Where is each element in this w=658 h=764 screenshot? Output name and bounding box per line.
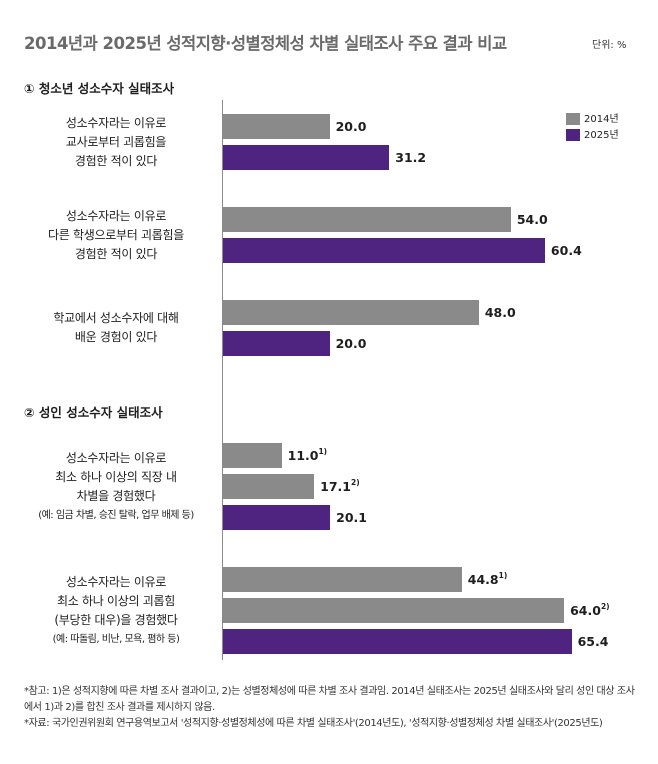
category-label-line: 다른 학생으로부터 괴롭힘을 bbox=[48, 227, 184, 242]
bar-value-text: 20.0 bbox=[335, 119, 367, 134]
chart-axis-line bbox=[222, 100, 223, 660]
legend-swatch-2014 bbox=[566, 113, 580, 125]
category-label-line: 성소수자라는 이유로 bbox=[65, 574, 167, 589]
bar-value-text: 48.0 bbox=[484, 305, 516, 320]
bar-value-text: 65.4 bbox=[577, 634, 609, 649]
bar-2025 bbox=[223, 145, 390, 170]
bar-2025 bbox=[223, 238, 545, 263]
bar-value-label: 11.01) bbox=[288, 443, 328, 468]
bar-2014 bbox=[223, 474, 315, 499]
section-title-adult: ② 성인 성소수자 실태조사 bbox=[24, 405, 163, 420]
footnote-reference: *참고: 1)은 성적지향에 따른 차별 조사 결과이고, 2)는 성별정체성에… bbox=[24, 686, 635, 713]
bar-2014 bbox=[223, 207, 511, 232]
bar-value-label: 20.1 bbox=[336, 505, 367, 530]
bar-2014 bbox=[223, 300, 479, 325]
legend-item-2025: 2025년 bbox=[566, 126, 619, 141]
bar-value-label: 20.0 bbox=[336, 114, 367, 139]
category-label-line: 교사로부터 괴롭힘을 bbox=[65, 134, 167, 149]
footnotes: *참고: 1)은 성적지향에 따른 차별 조사 결과이고, 2)는 성별정체성에… bbox=[24, 684, 639, 732]
category-label-line: 성소수자라는 이유로 bbox=[65, 208, 167, 223]
bar-value-text: 44.8 bbox=[467, 572, 499, 587]
category-example-note: (예: 임금 차별, 승진 탈락, 업무 배제 등) bbox=[38, 509, 194, 521]
category-label-line: 성소수자라는 이유로 bbox=[65, 115, 167, 130]
bar-value-label: 48.0 bbox=[485, 300, 516, 325]
legend-label-2025: 2025년 bbox=[584, 130, 619, 141]
bar-value-footnote-mark: 2) bbox=[350, 478, 360, 487]
bar-2025 bbox=[223, 629, 572, 654]
section-title-youth: ① 청소년 성소수자 실태조사 bbox=[24, 81, 175, 96]
bar-value-text: 31.2 bbox=[395, 150, 427, 165]
bar-value-footnote-mark: 2) bbox=[600, 602, 610, 611]
category-label-line: 차별을 경험했다 bbox=[76, 488, 156, 503]
bar-2025 bbox=[223, 505, 331, 530]
category-label-line: 학교에서 성소수자에 대해 bbox=[53, 311, 179, 325]
bar-value-label: 64.02) bbox=[570, 598, 610, 623]
bar-value-text: 17.1 bbox=[320, 479, 351, 494]
bar-value-text: 60.4 bbox=[550, 243, 582, 258]
category-label-line: 최소 하나 이상의 직장 내 bbox=[55, 469, 177, 484]
category-label-line: 성소수자라는 이유로 bbox=[65, 450, 167, 465]
bar-value-text: 20.0 bbox=[335, 336, 367, 351]
bar-value-text: 54.0 bbox=[516, 212, 548, 227]
legend-swatch-2025 bbox=[566, 129, 580, 141]
bar-value-label: 65.4 bbox=[578, 629, 609, 654]
bar-2014 bbox=[223, 598, 565, 623]
legend-item-2014: 2014년 bbox=[566, 110, 619, 125]
bar-2014 bbox=[223, 443, 282, 468]
chart-title: 2014년과 2025년 성적지향·성별정체성 차별 실태조사 주요 결과 비교 bbox=[24, 34, 507, 53]
bar-value-footnote-mark: 1) bbox=[318, 447, 328, 456]
bar-value-label: 31.2 bbox=[395, 145, 426, 170]
bar-value-label: 60.4 bbox=[551, 238, 582, 263]
bar-value-label: 54.0 bbox=[517, 207, 548, 232]
unit-label: 단위: % bbox=[592, 40, 627, 51]
bar-value-text: 20.1 bbox=[336, 510, 367, 525]
bar-value-text: 11.0 bbox=[287, 448, 319, 463]
category-label-line: 경험한 적이 있다 bbox=[74, 153, 158, 168]
footnote-source: *자료: 국가인권위원회 연구용역보고서 '성적지향·성별정체성에 따른 차별 … bbox=[24, 718, 603, 729]
bar-2025 bbox=[223, 331, 330, 356]
category-example-note: (예: 따돌림, 비난, 모욕, 폄하 등) bbox=[52, 633, 180, 645]
bar-value-footnote-mark: 1) bbox=[498, 571, 508, 580]
category-label-line: (부당한 대우)을 경험했다 bbox=[54, 612, 178, 627]
bar-value-label: 44.81) bbox=[468, 567, 508, 592]
legend-label-2014: 2014년 bbox=[584, 114, 619, 125]
category-label-line: 배운 경험이 있다 bbox=[74, 330, 158, 344]
bar-2014 bbox=[223, 114, 330, 139]
category-label-line: 경험한 적이 있다 bbox=[74, 246, 158, 261]
category-label-line: 최소 하나 이상의 괴롭힘 bbox=[57, 593, 175, 608]
bar-value-text: 64.0 bbox=[570, 603, 601, 618]
bar-value-label: 17.12) bbox=[320, 474, 360, 499]
bar-value-label: 20.0 bbox=[336, 331, 367, 356]
bar-2014 bbox=[223, 567, 462, 592]
